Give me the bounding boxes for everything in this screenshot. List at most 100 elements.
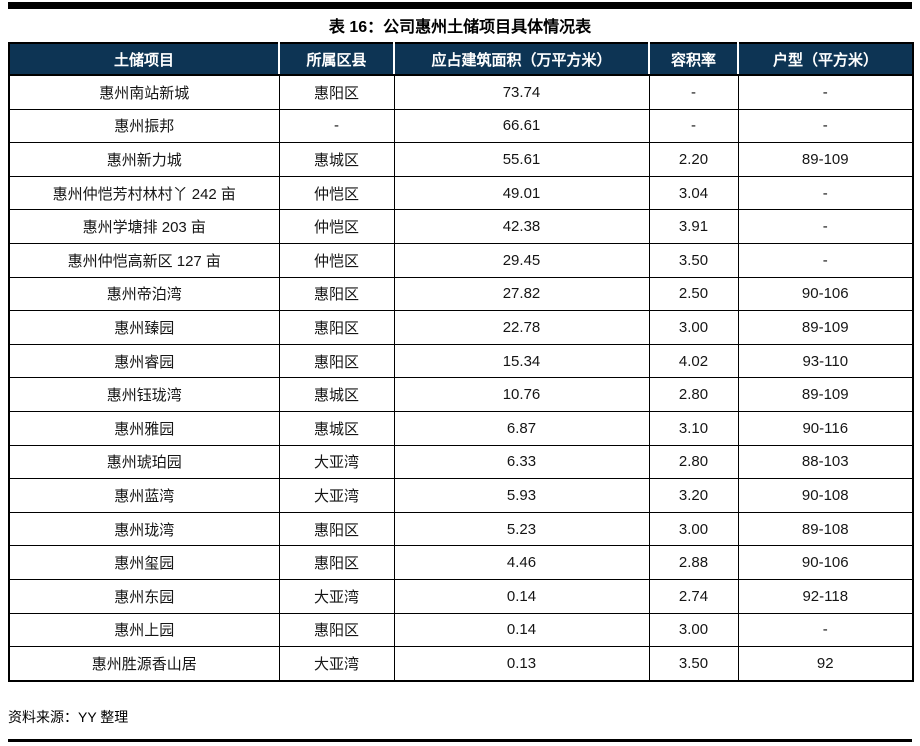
cell-unit-type: 90-116 <box>737 410 914 446</box>
table-row: 惠州振邦 - 66.61 - - <box>8 108 914 144</box>
cell-project: 惠州仲恺高新区 127 亩 <box>8 242 280 278</box>
cell-district: 惠阳区 <box>278 545 395 580</box>
cell-plot-ratio: 3.04 <box>648 175 739 211</box>
cell-district: 惠阳区 <box>278 612 395 648</box>
table-row: 惠州睿园 惠阳区 15.34 4.02 93-110 <box>8 343 914 379</box>
cell-gfa: 0.14 <box>393 578 650 614</box>
cell-plot-ratio: - <box>648 74 739 110</box>
cell-unit-type: 89-109 <box>737 142 914 177</box>
cell-unit-type: 90-106 <box>737 276 914 312</box>
cell-project: 惠州钰珑湾 <box>8 377 280 412</box>
cell-unit-type: - <box>737 74 914 110</box>
cell-project: 惠州振邦 <box>8 108 280 144</box>
cell-unit-type: 88-103 <box>737 444 914 480</box>
cell-gfa: 66.61 <box>393 108 650 144</box>
cell-district: 惠阳区 <box>278 343 395 379</box>
cell-project: 惠州臻园 <box>8 310 280 345</box>
cell-gfa: 5.93 <box>393 478 650 513</box>
cell-project: 惠州东园 <box>8 578 280 614</box>
cell-plot-ratio: 2.74 <box>648 578 739 614</box>
cell-gfa: 5.23 <box>393 511 650 547</box>
cell-district: 仲恺区 <box>278 209 395 244</box>
cell-project: 惠州蓝湾 <box>8 478 280 513</box>
cell-unit-type: - <box>737 612 914 648</box>
col-header-project: 土储项目 <box>9 43 279 76</box>
cell-district: 惠城区 <box>278 142 395 177</box>
col-header-plot-ratio: 容积率 <box>648 43 738 76</box>
cell-project: 惠州学塘排 203 亩 <box>8 209 280 244</box>
cell-gfa: 15.34 <box>393 343 650 379</box>
table-row: 惠州上园 惠阳区 0.14 3.00 - <box>8 612 914 648</box>
cell-gfa: 27.82 <box>393 276 650 312</box>
table-row: 惠州蓝湾 大亚湾 5.93 3.20 90-108 <box>8 478 914 513</box>
cell-plot-ratio: 3.10 <box>648 410 739 446</box>
cell-plot-ratio: 3.00 <box>648 511 739 547</box>
cell-project: 惠州雅园 <box>8 410 280 446</box>
cell-unit-type: - <box>737 175 914 211</box>
cell-project: 惠州睿园 <box>8 343 280 379</box>
cell-project: 惠州上园 <box>8 612 280 648</box>
table-body: 惠州南站新城 惠阳区 73.74 - - 惠州振邦 - 66.61 - - 惠州… <box>8 74 914 682</box>
cell-district: 仲恺区 <box>278 175 395 211</box>
top-rule <box>8 2 912 9</box>
cell-plot-ratio: 3.00 <box>648 310 739 345</box>
table-row: 惠州雅园 惠城区 6.87 3.10 90-116 <box>8 410 914 446</box>
header-row: 土储项目 所属区县 应占建筑面积（万平方米） 容积率 户型（平方米） <box>9 43 913 76</box>
cell-project: 惠州新力城 <box>8 142 280 177</box>
cell-project: 惠州胜源香山居 <box>8 646 280 682</box>
table-row: 惠州南站新城 惠阳区 73.74 - - <box>8 74 914 110</box>
cell-project: 惠州玺园 <box>8 545 280 580</box>
cell-unit-type: 90-108 <box>737 478 914 513</box>
cell-plot-ratio: 2.50 <box>648 276 739 312</box>
table-row: 惠州仲恺高新区 127 亩 仲恺区 29.45 3.50 - <box>8 242 914 278</box>
cell-project: 惠州琥珀园 <box>8 444 280 480</box>
table-row: 惠州钰珑湾 惠城区 10.76 2.80 89-109 <box>8 377 914 412</box>
col-header-unit-type: 户型（平方米） <box>737 43 913 76</box>
cell-plot-ratio: 3.91 <box>648 209 739 244</box>
table-row: 惠州新力城 惠城区 55.61 2.20 89-109 <box>8 142 914 177</box>
cell-district: 惠阳区 <box>278 74 395 110</box>
cell-plot-ratio: 3.50 <box>648 242 739 278</box>
table-wrapper: 土储项目 所属区县 应占建筑面积（万平方米） 容积率 户型（平方米） 惠州南站新… <box>8 42 914 682</box>
cell-gfa: 73.74 <box>393 74 650 110</box>
cell-district: 仲恺区 <box>278 242 395 278</box>
cell-plot-ratio: 3.20 <box>648 478 739 513</box>
cell-gfa: 10.76 <box>393 377 650 412</box>
cell-gfa: 0.14 <box>393 612 650 648</box>
cell-unit-type: 90-106 <box>737 545 914 580</box>
cell-plot-ratio: 2.80 <box>648 377 739 412</box>
bottom-rule <box>8 739 912 742</box>
cell-project: 惠州珑湾 <box>8 511 280 547</box>
cell-unit-type: 89-108 <box>737 511 914 547</box>
cell-unit-type: 92 <box>737 646 914 682</box>
cell-gfa: 49.01 <box>393 175 650 211</box>
cell-district: 大亚湾 <box>278 578 395 614</box>
cell-project: 惠州南站新城 <box>8 74 280 110</box>
cell-district: 大亚湾 <box>278 478 395 513</box>
cell-gfa: 29.45 <box>393 242 650 278</box>
table-row: 惠州胜源香山居 大亚湾 0.13 3.50 92 <box>8 646 914 682</box>
table-row: 惠州琥珀园 大亚湾 6.33 2.80 88-103 <box>8 444 914 480</box>
table-row: 惠州玺园 惠阳区 4.46 2.88 90-106 <box>8 545 914 580</box>
table-title: 表 16：公司惠州土储项目具体情况表 <box>328 19 592 36</box>
cell-district: 惠城区 <box>278 377 395 412</box>
land-bank-table: 土储项目 所属区县 应占建筑面积（万平方米） 容积率 户型（平方米） 惠州南站新… <box>8 42 914 682</box>
cell-gfa: 4.46 <box>393 545 650 580</box>
cell-district: 惠阳区 <box>278 511 395 547</box>
cell-gfa: 22.78 <box>393 310 650 345</box>
cell-unit-type: - <box>737 209 914 244</box>
cell-plot-ratio: 3.50 <box>648 646 739 682</box>
cell-unit-type: - <box>737 108 914 144</box>
cell-district: 大亚湾 <box>278 646 395 682</box>
cell-gfa: 6.87 <box>393 410 650 446</box>
cell-project: 惠州仲恺芳村林村丫 242 亩 <box>8 175 280 211</box>
cell-plot-ratio: 2.20 <box>648 142 739 177</box>
cell-district: 惠阳区 <box>278 276 395 312</box>
cell-unit-type: 89-109 <box>737 310 914 345</box>
col-header-district: 所属区县 <box>278 43 394 76</box>
col-header-gfa: 应占建筑面积（万平方米） <box>393 43 649 76</box>
table-row: 惠州东园 大亚湾 0.14 2.74 92-118 <box>8 578 914 614</box>
cell-district: 惠阳区 <box>278 310 395 345</box>
cell-unit-type: 92-118 <box>737 578 914 614</box>
